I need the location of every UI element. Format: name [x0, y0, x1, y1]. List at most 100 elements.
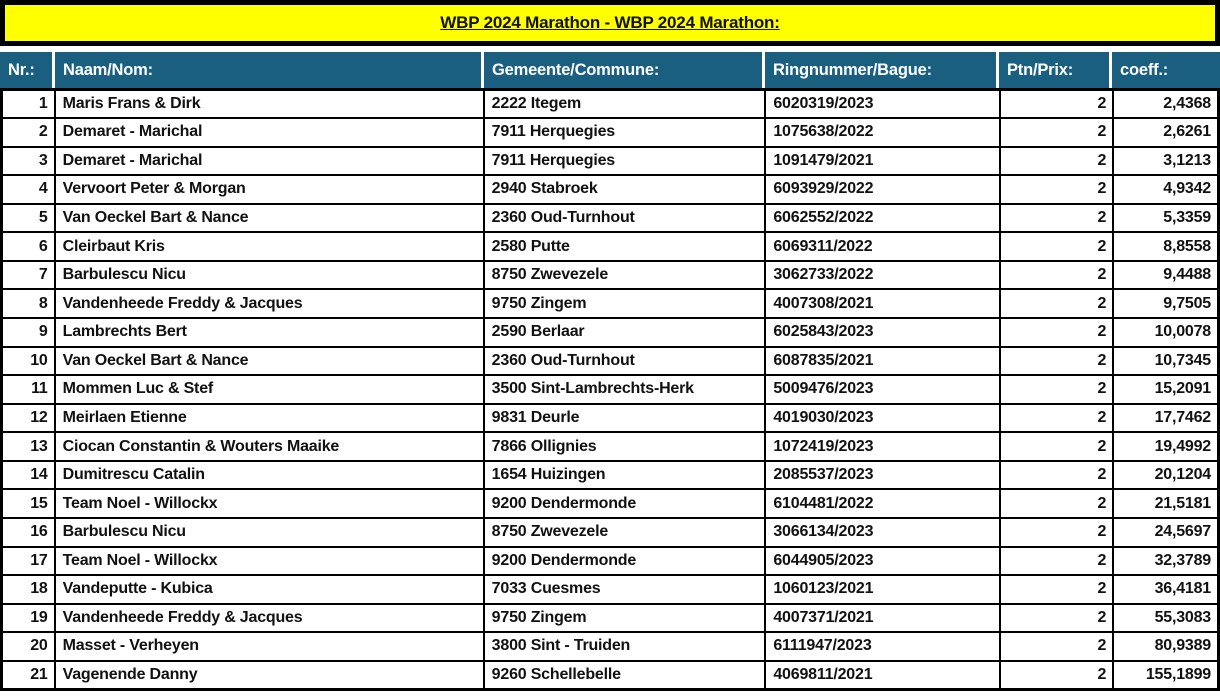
cell-naam: Demaret - Marichal [53, 145, 485, 177]
cell-gemeente: 9260 Schellebelle [482, 659, 767, 691]
cell-ring: 3062733/2022 [764, 259, 1001, 291]
cell-nr: 9 [0, 317, 56, 348]
table-row: 16 Barbulescu Nicu 8750 Zwevezele 3066134/2… [0, 516, 1220, 548]
cell-coeff: 55,3083 [1112, 602, 1220, 634]
cell-coeff: 15,2091 [1112, 374, 1220, 405]
cell-ptn: 2 [998, 488, 1115, 519]
cell-naam: Lambrechts Bert [53, 317, 485, 348]
table-row: 1 Maris Frans & Dirk 2222 Itegem 6020319/20… [0, 88, 1220, 120]
cell-nr: 4 [0, 174, 56, 205]
table-row: 9 Lambrechts Bert 2590 Berlaar 6025843/2023… [0, 317, 1220, 348]
cell-ptn: 2 [998, 231, 1115, 262]
cell-coeff: 3,1213 [1112, 145, 1220, 177]
cell-naam: Cleirbaut Kris [53, 231, 485, 262]
cell-coeff: 9,7505 [1112, 288, 1220, 319]
cell-nr: 3 [0, 145, 56, 177]
cell-coeff: 155,1899 [1112, 659, 1220, 691]
cell-ring: 4007371/2021 [764, 602, 1001, 634]
cell-gemeente: 2360 Oud-Turnhout [482, 345, 767, 377]
cell-naam: Masset - Verheyen [53, 631, 485, 662]
cell-nr: 17 [0, 545, 56, 577]
cell-ptn: 2 [998, 345, 1115, 377]
cell-ptn: 2 [998, 88, 1115, 120]
cell-nr: 20 [0, 631, 56, 662]
cell-ring: 1060123/2021 [764, 574, 1001, 605]
cell-ring: 4007308/2021 [764, 288, 1001, 319]
table-row: 11 Mommen Luc & Stef 3500 Sint-Lambrechts-… [0, 374, 1220, 405]
cell-ptn: 2 [998, 545, 1115, 577]
table-row: 13 Ciocan Constantin & Wouters Maaike 7866… [0, 431, 1220, 462]
cell-nr: 12 [0, 402, 56, 434]
cell-ring: 6087835/2021 [764, 345, 1001, 377]
title-banner: WBP 2024 Marathon - WBP 2024 Marathon: [0, 0, 1220, 46]
table-row: 3 Demaret - Marichal 7911 Herquegies 109147… [0, 145, 1220, 177]
cell-ptn: 2 [998, 288, 1115, 319]
cell-nr: 10 [0, 345, 56, 377]
column-header-nr: Nr.: [0, 52, 55, 88]
column-header-gemeente: Gemeente/Commune: [484, 52, 765, 88]
column-header-ring: Ringnummer/Bague: [765, 52, 999, 88]
cell-gemeente: 7911 Herquegies [482, 117, 767, 148]
cell-ptn: 2 [998, 659, 1115, 691]
cell-nr: 2 [0, 117, 56, 148]
cell-gemeente: 8750 Zwevezele [482, 516, 767, 548]
cell-ring: 1072419/2023 [764, 431, 1001, 462]
cell-gemeente: 2360 Oud-Turnhout [482, 202, 767, 234]
cell-ptn: 2 [998, 317, 1115, 348]
cell-ptn: 2 [998, 631, 1115, 662]
cell-ring: 2085537/2023 [764, 459, 1001, 491]
cell-ring: 6062552/2022 [764, 202, 1001, 234]
cell-coeff: 9,4488 [1112, 259, 1220, 291]
cell-ring: 6020319/2023 [764, 88, 1001, 120]
cell-gemeente: 2940 Stabroek [482, 174, 767, 205]
table-row: 19 Vandenheede Freddy & Jacques 9750 Zinge… [0, 602, 1220, 634]
column-header-row: Nr.: Naam/Nom: Gemeente/Commune: Ringnummer… [0, 52, 1220, 88]
table-row: 8 Vandenheede Freddy & Jacques 9750 Zingem… [0, 288, 1220, 319]
cell-ring: 1091479/2021 [764, 145, 1001, 177]
table-row: 2 Demaret - Marichal 7911 Herquegies 107563… [0, 117, 1220, 148]
table-row: 15 Team Noel - Willockx 9200 Dendermonde 61… [0, 488, 1220, 519]
table-row: 12 Meirlaen Etienne 9831 Deurle 4019030/202… [0, 402, 1220, 434]
cell-coeff: 2,4368 [1112, 88, 1220, 120]
column-header-coeff: coeff.: [1112, 52, 1220, 88]
cell-nr: 16 [0, 516, 56, 548]
cell-gemeente: 8750 Zwevezele [482, 259, 767, 291]
cell-ring: 3066134/2023 [764, 516, 1001, 548]
cell-coeff: 24,5697 [1112, 516, 1220, 548]
cell-gemeente: 9200 Dendermonde [482, 488, 767, 519]
cell-gemeente: 2590 Berlaar [482, 317, 767, 348]
table-row: 14 Dumitrescu Catalin 1654 Huizingen 208553… [0, 459, 1220, 491]
cell-ring: 4069811/2021 [764, 659, 1001, 691]
table-row: 7 Barbulescu Nicu 8750 Zwevezele 3062733/20… [0, 259, 1220, 291]
cell-coeff: 5,3359 [1112, 202, 1220, 234]
cell-gemeente: 9200 Dendermonde [482, 545, 767, 577]
cell-naam: Vervoort Peter & Morgan [53, 174, 485, 205]
cell-coeff: 17,7462 [1112, 402, 1220, 434]
cell-naam: Van Oeckel Bart & Nance [53, 345, 485, 377]
cell-naam: Vandenheede Freddy & Jacques [53, 602, 485, 634]
cell-coeff: 80,9389 [1112, 631, 1220, 662]
cell-ptn: 2 [998, 574, 1115, 605]
cell-coeff: 36,4181 [1112, 574, 1220, 605]
cell-ring: 4019030/2023 [764, 402, 1001, 434]
cell-gemeente: 7911 Herquegies [482, 145, 767, 177]
cell-ptn: 2 [998, 459, 1115, 491]
cell-nr: 1 [0, 88, 56, 120]
cell-gemeente: 1654 Huizingen [482, 459, 767, 491]
cell-nr: 11 [0, 374, 56, 405]
cell-nr: 13 [0, 431, 56, 462]
cell-ring: 6104481/2022 [764, 488, 1001, 519]
cell-ring: 6044905/2023 [764, 545, 1001, 577]
cell-nr: 21 [0, 659, 56, 691]
cell-naam: Barbulescu Nicu [53, 259, 485, 291]
cell-coeff: 20,1204 [1112, 459, 1220, 491]
cell-nr: 18 [0, 574, 56, 605]
cell-ring: 6069311/2022 [764, 231, 1001, 262]
cell-ptn: 2 [998, 374, 1115, 405]
cell-gemeente: 7866 Ollignies [482, 431, 767, 462]
cell-ring: 1075638/2022 [764, 117, 1001, 148]
cell-naam: Demaret - Marichal [53, 117, 485, 148]
cell-gemeente: 7033 Cuesmes [482, 574, 767, 605]
cell-coeff: 10,0078 [1112, 317, 1220, 348]
cell-coeff: 21,5181 [1112, 488, 1220, 519]
